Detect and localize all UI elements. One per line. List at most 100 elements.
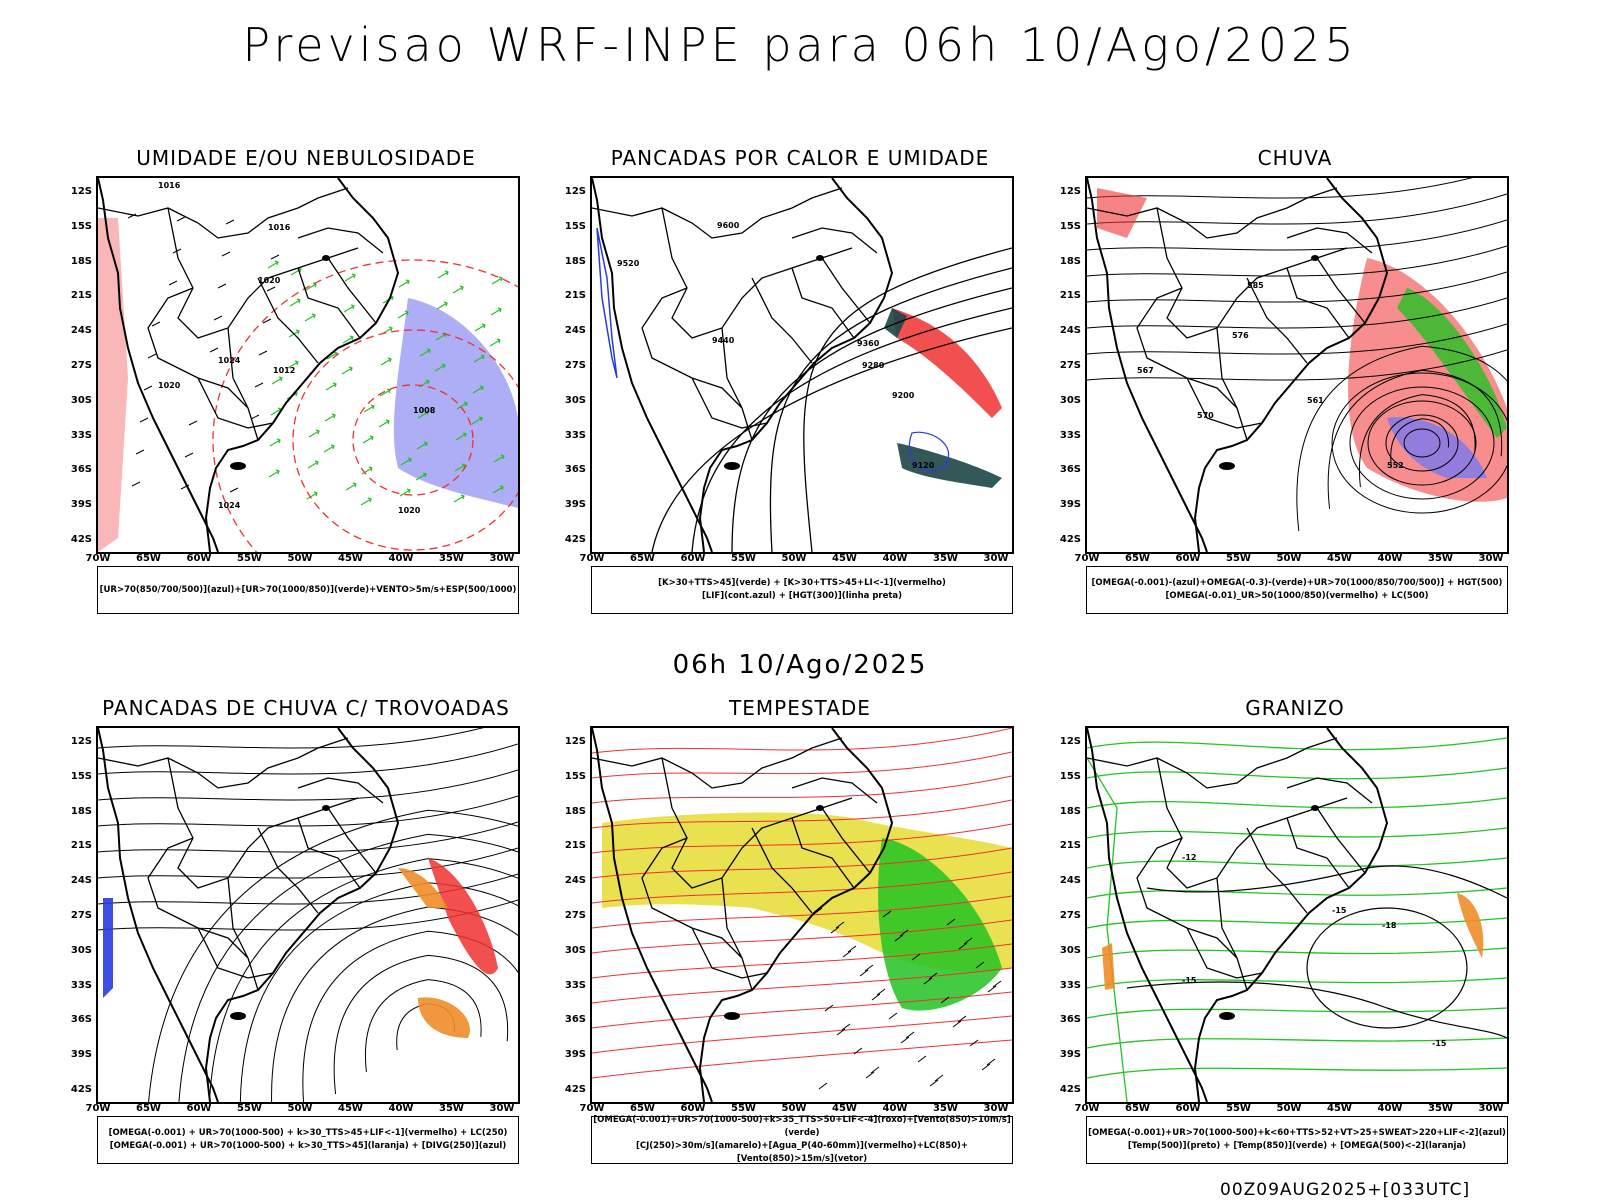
- lat-tick-label: 15S: [564, 770, 586, 782]
- contour-label: 1020: [258, 276, 281, 285]
- lon-tick-label: 65W: [1125, 553, 1150, 564]
- legend-granizo: [OMEGA(-0.001)+UR>70(1000-500)+k<60+TTS>…: [1086, 1116, 1508, 1164]
- coastline: [98, 728, 400, 1102]
- wind-vector: [184, 452, 194, 458]
- state-borders: [1087, 187, 1373, 441]
- lon-tick-label: 55W: [237, 1103, 262, 1114]
- legend-line: [OMEGA(-0.001)+UR>70(1000-500)+k>35_TTS>…: [593, 1115, 1011, 1138]
- lake-mirim: [230, 462, 246, 470]
- wind-vector: [345, 482, 357, 491]
- legend-line: [Temp(500)](preto) + [Temp(850)](verde) …: [1127, 1141, 1467, 1151]
- lon-tick-label: 40W: [882, 1103, 908, 1114]
- lc500-streamline: [1087, 271, 1507, 303]
- wind-vector: [471, 416, 483, 425]
- map-canvas: 1016 1016 1020 1024 1012 1008 1020 1024 1020: [98, 178, 518, 552]
- wind-vector: [923, 977, 933, 985]
- contour-label: 567: [1137, 366, 1154, 375]
- lc250-streamline: [333, 954, 509, 1095]
- wind-vector: [871, 993, 881, 1001]
- rain-red-area: [1097, 188, 1147, 238]
- legend-line: [K>30+TTS>45](verde) + [K>30+TTS>45+LI<-…: [658, 578, 946, 588]
- lon-tick-label: 35W: [1428, 1103, 1453, 1114]
- lon-tick-label: 35W: [439, 553, 464, 564]
- instability-red-area: [892, 308, 1002, 418]
- lon-tick-label: 30W: [983, 1103, 1009, 1114]
- wind-vector: [455, 432, 467, 441]
- lat-tick-label: 33S: [70, 429, 92, 441]
- wind-vector: [363, 404, 375, 413]
- lat-tick-label: 30S: [70, 944, 92, 956]
- wind-vector: [325, 382, 337, 391]
- lat-tick-label: 39S: [1059, 499, 1081, 511]
- lon-tick-label: 65W: [630, 1103, 655, 1114]
- lat-tick-label: 42S: [1059, 1084, 1081, 1095]
- lat-tick-label: 24S: [70, 325, 92, 337]
- wind-vector: [147, 353, 157, 359]
- wind-vector: [870, 1066, 880, 1074]
- temp850-contour: [1087, 1007, 1507, 1019]
- temp850-contour: [1087, 767, 1507, 780]
- wind-vector: [929, 1079, 939, 1087]
- wind-vector: [492, 485, 504, 494]
- wind-vector: [452, 285, 464, 294]
- contour-label: 9520: [617, 259, 640, 268]
- wind-vector: [818, 1082, 828, 1090]
- panel-title-chuva: CHUVA: [1257, 146, 1333, 170]
- contour-label: -15: [1182, 976, 1197, 985]
- wind-vector: [416, 441, 428, 450]
- temp850-contour: [1087, 1037, 1507, 1049]
- contour-label: 9200: [892, 391, 915, 400]
- lon-tick-label: 60W: [680, 1103, 706, 1114]
- lon-tick-label: 60W: [680, 553, 706, 564]
- wind-vector: [221, 251, 231, 257]
- lon-tick-label: 70W: [1074, 553, 1100, 564]
- lake-mirim: [724, 462, 740, 470]
- lat-tick-label: 42S: [70, 534, 92, 545]
- wind-vector: [853, 1047, 863, 1055]
- contour-line: [1349, 386, 1495, 500]
- wind-vector: [437, 270, 449, 279]
- legend-umidade: [UR>70(850/700/500)](azul)+[UR>70(1000/8…: [97, 566, 519, 614]
- coastline: [1087, 728, 1389, 1102]
- lat-tick-label: 24S: [1059, 875, 1081, 887]
- lat-tick-label: 30S: [1059, 944, 1081, 956]
- map-umidade: 1016 1016 1020 1024 1012 1008 1020 1024 1020: [96, 176, 520, 554]
- wind-vector: [131, 481, 141, 487]
- contour-label: 1008: [413, 406, 436, 415]
- temp850-contour: [1087, 757, 1128, 1102]
- wind-vector: [894, 934, 904, 942]
- wind-vector: [323, 444, 335, 453]
- lat-tick-label: 39S: [70, 499, 92, 511]
- lon-tick-label: 50W: [287, 553, 313, 564]
- lake-mirim: [230, 1012, 246, 1020]
- lat-tick-label: 33S: [70, 979, 92, 991]
- lat-tick-label: 15S: [564, 220, 586, 232]
- coastline: [98, 178, 400, 552]
- coastline: [1087, 178, 1389, 552]
- contour-line: [1385, 414, 1459, 472]
- run-info-footer: 00Z09AUG2025+[033UTC]: [1220, 1180, 1471, 1200]
- divg-blue-area: [103, 898, 113, 998]
- wind-vector: [399, 488, 411, 497]
- wind-vector: [987, 985, 997, 993]
- storm-orange-area: [418, 997, 470, 1038]
- wind-vector: [434, 363, 446, 372]
- wind-vector: [489, 338, 501, 347]
- lc250-streamline: [271, 906, 518, 1102]
- wind-vector: [981, 1063, 991, 1071]
- wind-vector: [217, 283, 227, 289]
- wind-vector: [992, 980, 1002, 988]
- wind-vector: [287, 360, 299, 369]
- lc500-streamline: [1087, 193, 1507, 225]
- contour-label: 552: [1387, 461, 1404, 470]
- wind-vector: [139, 417, 149, 423]
- wind-vector: [209, 347, 219, 353]
- lat-tick-label: 24S: [1059, 325, 1081, 337]
- wind-vector: [454, 463, 466, 472]
- lake-mirim: [724, 1012, 740, 1020]
- lc850-streamline: [592, 1015, 1012, 1054]
- wind-vector: [876, 988, 886, 996]
- lc500-streamline: [1087, 323, 1507, 355]
- main-title: Previsao WRF-INPE para 06h 10/Ago/2025: [242, 18, 1358, 72]
- lat-tick-label: 12S: [70, 186, 92, 197]
